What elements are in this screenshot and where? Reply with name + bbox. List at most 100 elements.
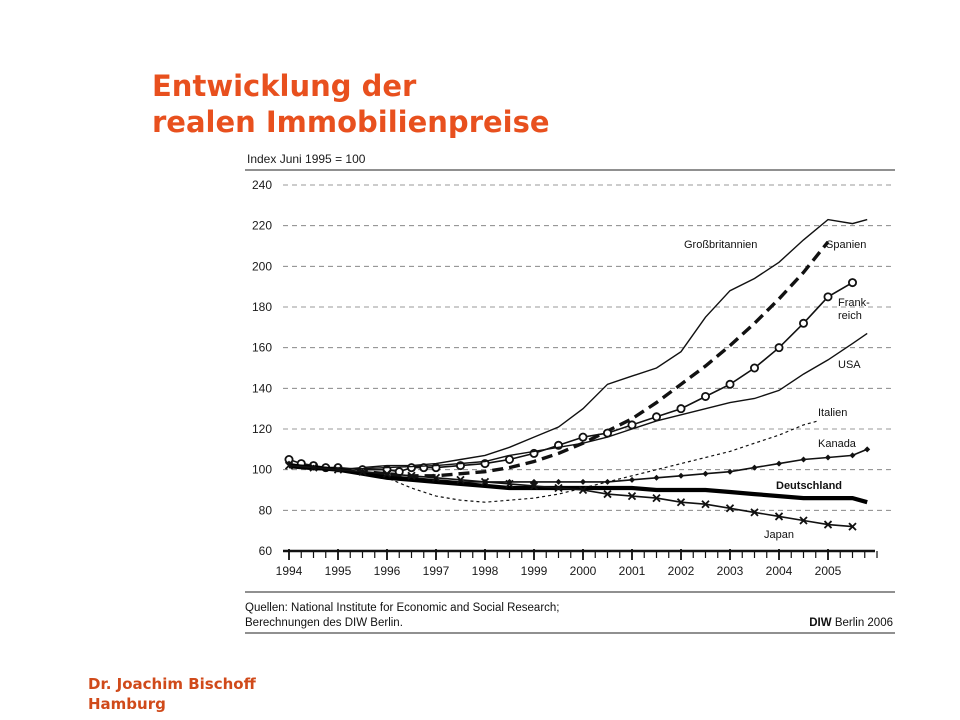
series-4 [288,420,819,503]
data-point [431,473,441,482]
x-tick-label-2005: 2005 [815,564,842,578]
y-tick-label-140: 140 [252,381,272,395]
series-6 [288,463,868,505]
series-label-3: USA [838,359,861,371]
data-point [864,446,871,453]
series-label-5: Kanada [818,438,857,450]
author-name: Dr. Joachim Bischoff [88,675,256,693]
data-point [774,512,784,521]
y-tick-label-180: 180 [252,300,272,314]
data-point [776,460,782,467]
index-label: Index Juni 1995 = 100 [247,152,366,166]
y-tick-label-160: 160 [252,341,272,355]
series-labels: Großbritannien Spanien Frank-reich USA Itali… [684,239,870,541]
series-label-line: Frank- [838,297,870,309]
series-label-0: Großbritannien [684,239,757,251]
title-line-2: realen Immobilienpreise [152,105,550,139]
data-point [555,478,562,485]
x-tick-label-1998: 1998 [472,564,499,578]
series-line [288,240,830,478]
data-point [702,470,709,477]
data-point [629,476,635,483]
x-tick-label-2003: 2003 [717,564,744,578]
series-group [284,218,871,531]
y-tick-label-100: 100 [252,463,272,477]
data-point [652,493,661,503]
y-tick-label-200: 200 [252,259,272,273]
data-point [419,463,429,473]
data-point [578,485,588,495]
x-axis: 1994 1995 1996 1997 1998 1999 2000 2001 2002 2003… [276,549,878,578]
data-point [849,452,856,459]
data-point [676,404,686,414]
data-point [701,391,711,401]
data-point [725,504,735,513]
data-point [407,471,416,480]
data-point [504,454,514,464]
data-point [701,500,710,509]
series-line [288,420,819,503]
data-point [676,498,686,507]
data-point [578,432,588,442]
series-label-6: Deutschland [776,480,842,492]
data-point [799,516,808,525]
data-point [333,465,343,474]
y-axis: 60 80 100 120 140 160 180 200 220 240 [252,178,272,558]
source-line-1: Quellen: National Institute for Economic… [245,602,560,614]
x-tick-label-2002: 2002 [668,564,695,578]
y-tick-label-60: 60 [259,544,273,558]
source-line-2: Berechnungen des DIW Berlin. [245,617,403,629]
data-point [554,483,563,493]
data-point [529,481,539,491]
credit: DIW Berlin 2006 [809,617,893,629]
y-tick-label-120: 120 [252,422,272,436]
series-label-line: reich [838,310,862,322]
chart-frame: Index Juni 1995 = 100 Quellen: National I… [245,152,895,634]
y-tick-label-240: 240 [252,178,272,192]
x-tick-label-2000: 2000 [570,564,597,578]
slide-title: Entwicklung der realen Immobilienpreise [152,68,550,140]
data-point [627,491,637,501]
series-line [288,464,853,528]
data-point [823,292,833,302]
data-point [358,467,367,476]
x-tick-label-1995: 1995 [325,564,352,578]
data-point [480,477,490,487]
data-point [406,463,416,473]
data-point [652,412,662,422]
series-1 [288,240,830,478]
series-line [288,332,868,471]
series-label-line: USA [838,359,861,371]
series-label-4: Italien [818,407,847,419]
data-point [284,461,294,470]
data-point [604,478,611,485]
series-label-line: Deutschland [776,480,842,492]
author-city: Hamburg [88,695,166,713]
y-tick-label-220: 220 [252,219,272,233]
series-label-line: Japan [764,529,794,541]
credit-rest: Berlin 2006 [835,617,893,629]
data-point [848,522,857,531]
data-point [603,489,612,499]
data-point [823,520,833,529]
data-point [678,472,684,479]
x-tick-label-2004: 2004 [766,564,793,578]
series-label-line: Italien [818,407,847,419]
data-point [580,478,586,485]
series-7 [284,461,857,531]
x-tick-label-2001: 2001 [619,564,646,578]
x-tick-label-1999: 1999 [521,564,548,578]
series-line [288,463,868,505]
author-block: Dr. Joachim Bischoff Hamburg [88,674,256,714]
data-point [505,479,514,489]
data-point [750,508,759,517]
data-point [825,454,831,461]
data-point [309,463,318,472]
gridlines [283,184,895,511]
data-point [456,475,465,484]
series-label-2: Frank-reich [838,297,870,322]
data-point [382,469,392,478]
data-point [727,468,733,475]
data-point [799,318,809,328]
